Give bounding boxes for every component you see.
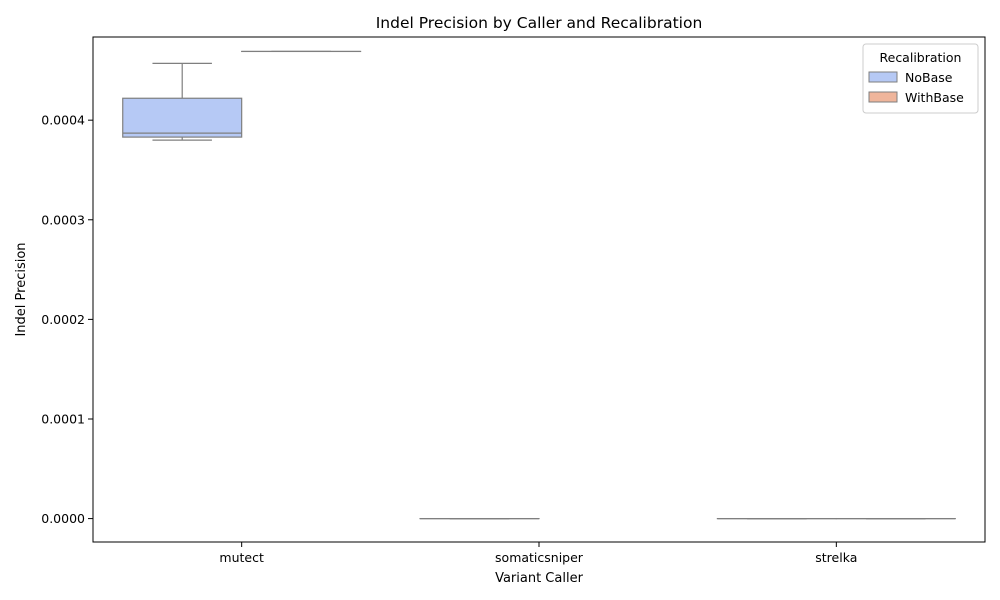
x-axis: mutect somaticsniper strelka xyxy=(219,542,857,565)
y-axis-title: Indel Precision xyxy=(14,242,29,336)
legend-swatch xyxy=(868,71,898,83)
x-axis-title: Variant Caller xyxy=(495,571,584,586)
y-tick-label: 0.0003 xyxy=(41,212,85,227)
legend: Recalibration NoBase WithBase xyxy=(862,43,979,114)
x-tick-label: somaticsniper xyxy=(495,550,584,565)
box-series xyxy=(122,50,956,520)
y-tick-label: 0.0004 xyxy=(41,113,85,128)
y-tick-label: 0.0002 xyxy=(41,312,85,327)
legend-entry-label: WithBase xyxy=(905,90,964,105)
chart-title: Indel Precision by Caller and Recalibrat… xyxy=(376,14,703,32)
y-tick-label: 0.0001 xyxy=(41,411,85,426)
legend-swatch xyxy=(868,91,898,103)
box-nobase-mutect xyxy=(122,62,243,141)
legend-entry-label: NoBase xyxy=(905,70,953,85)
legend-title: Recalibration xyxy=(880,50,962,65)
y-axis: 0.0000 0.0001 0.0002 0.0003 0.0004 xyxy=(41,113,93,526)
box-iqr xyxy=(122,97,243,138)
plot-frame xyxy=(92,36,986,543)
x-tick-label: mutect xyxy=(219,550,264,565)
y-tick-label: 0.0000 xyxy=(41,511,85,526)
x-tick-label: strelka xyxy=(815,550,857,565)
